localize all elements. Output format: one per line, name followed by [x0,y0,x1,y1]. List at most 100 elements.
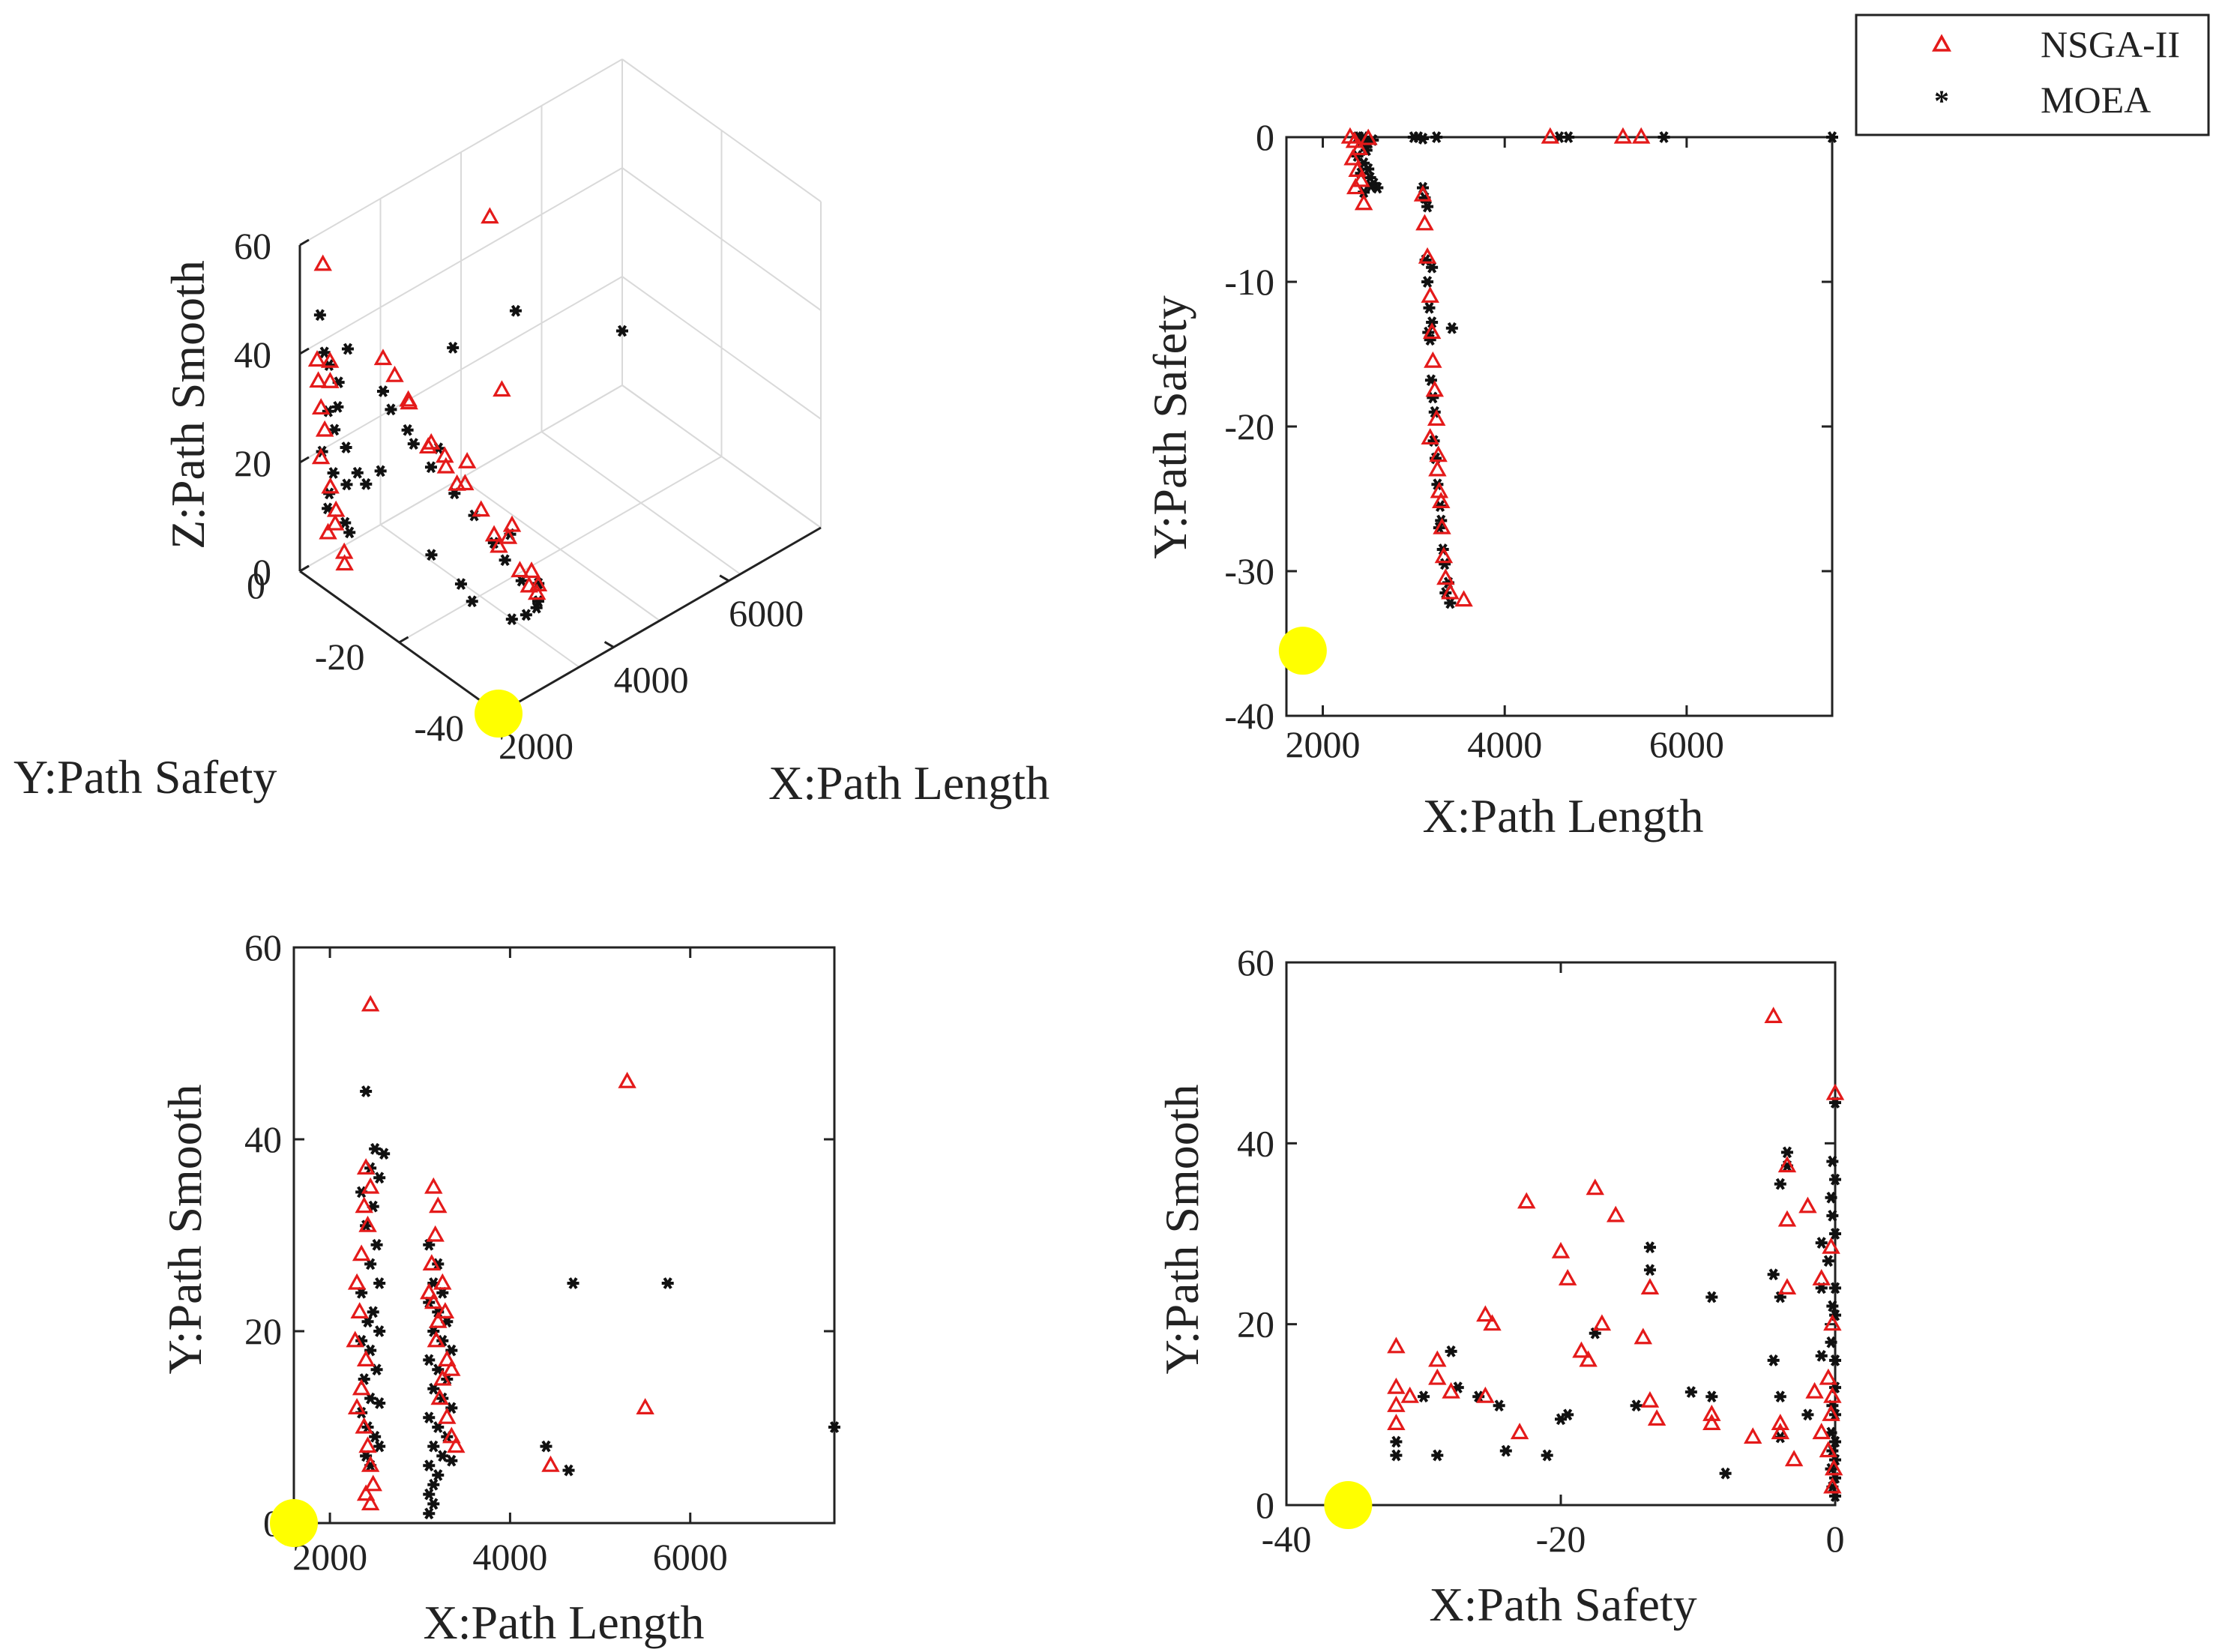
plot-3d-nsga-point [493,380,511,397]
plot-safety-vs-smooth-moea-point [1829,1354,1841,1366]
plot-length-vs-safety-moea-point [1427,391,1439,404]
plot-safety-vs-smooth-nsga-point [1824,1459,1843,1476]
plot-3d-nsga-point [321,477,340,494]
plot-length-vs-safety-moea-point [1439,558,1451,570]
plot-length-vs-safety-nsga-point [1429,445,1448,462]
plot-length-vs-smooth-nsga-point [356,1484,376,1501]
plot-length-vs-smooth-nsga-point [361,1177,380,1194]
plot-safety-vs-smooth-nsga-point [1592,1314,1612,1331]
plot-safety-vs-smooth-nsga-point [1819,1368,1838,1385]
plot-length-vs-safety-moea-point [1430,131,1443,143]
plot-3d-nsga-point [325,513,345,531]
plot-length-vs-smooth-nsga-point [347,1273,367,1290]
plot-safety-vs-smooth-nsga-point [1428,1350,1447,1367]
plot-length-vs-safety-nsga-point [1352,170,1370,187]
plot-length-vs-smooth-nsga-point [436,1302,455,1319]
plot-3d-ylabel: Y:Path Safety [13,750,277,804]
plot-safety-vs-smooth-nsga-point [1400,1386,1419,1403]
plot-length-vs-smooth-nsga-point [355,1196,373,1214]
plot-length-vs-smooth-nsga-point [438,1407,457,1424]
plot-3d-grid-line [299,276,623,463]
plot-safety-vs-smooth-nsga-point [1517,1192,1536,1209]
plot-length-vs-smooth-moea-point [423,1459,436,1472]
plot-length-vs-safety-xtick-label: 6000 [1649,723,1724,765]
plot-3d-ztick-label: 20 [234,442,271,484]
plot-safety-vs-smooth-nsga-point [1387,1336,1406,1354]
plot-3d-moea-point [454,578,467,591]
plot-safety-vs-smooth-moea-point [1390,1449,1403,1462]
plot-length-vs-safety-nsga-point [1413,184,1433,202]
plot-3d-nsga-point [385,365,404,382]
plot-length-vs-smooth-nsga-point [433,1369,452,1386]
legend: NSGA-II * MOEA [1855,13,2210,136]
plot-length-vs-safety-nsga-point [1436,568,1455,585]
plot-length-vs-safety-nsga-point [1434,546,1454,564]
plot-3d-nsga-point [319,522,337,540]
plot-safety-vs-smooth-nsga-point [1702,1405,1721,1421]
plot-length-vs-safety-ytick-label: -20 [1224,406,1274,447]
plot-length-vs-smooth-nsga-point [427,1330,446,1348]
plot-length-vs-smooth-nsga-point [424,1177,443,1194]
plot-safety-vs-smooth-nsga-point [1606,1205,1625,1223]
plot-length-vs-smooth-moea-point [423,1354,436,1366]
plot-3d-moea-point [385,403,397,416]
plot-length-vs-smooth-moea-point [373,1397,386,1409]
plot-3d-nsga-point [511,561,529,578]
plot-safety-vs-smooth-nsga-point [1743,1427,1762,1444]
plot-length-vs-smooth-moea-point [445,1454,458,1467]
plot-3d-ytick-mark [398,636,409,644]
plot-length-vs-safety-moea-point [1421,200,1434,213]
plot-length-vs-smooth-moea-point [373,1325,386,1337]
plot-length-vs-smooth-ylabel: Y:Path Smooth [158,1084,211,1374]
plot-length-vs-smooth-nsga-point [430,1388,449,1405]
plot-3d-moea-point [509,304,522,317]
plot-safety-vs-smooth-nsga-point [1822,1405,1840,1421]
plot-length-vs-smooth-ytick-label: 60 [244,926,282,968]
plot-safety-vs-smooth-moea-point [1825,1191,1837,1204]
plot-length-vs-safety-nsga-point [1345,131,1364,148]
plot-length-vs-safety-nsga-point [1425,380,1445,397]
plot-safety-vs-smooth-highlight-dot [1324,1481,1373,1529]
plot-safety-vs-smooth-moea-point [1774,1178,1786,1190]
plot-length-vs-smooth-moea-point [436,1334,449,1347]
plot-safety-vs-smooth-xtick-label: -40 [1262,1518,1312,1560]
plot-safety-vs-smooth-nsga-point [1510,1423,1529,1440]
plot-length-vs-smooth-nsga-point [541,1455,560,1472]
plot-3d-moea-point [499,554,511,567]
plot-length-vs-smooth-moea-point [432,1469,445,1481]
plot-3d-moea-point [425,549,438,561]
plot-length-vs-smooth-moea-point [427,1478,440,1491]
plot-safety-vs-smooth-nsga-point [1823,1314,1842,1331]
plot-3d-ytick-mark [299,564,310,573]
plot-safety-vs-smooth-nsga-point [1476,1386,1495,1403]
plot-length-vs-smooth-nsga-point [424,1292,443,1309]
plot-3d-moea-point [505,613,518,625]
plot-3d-moea-point [401,423,414,436]
plot-safety-vs-smooth-nsga-point [1558,1269,1577,1285]
plot-length-vs-safety-moea-point [1423,301,1436,314]
plot-safety-vs-smooth-nsga-point [1823,1386,1842,1403]
plot-safety-vs-smooth-moea-point [1774,1390,1786,1403]
plot-3d-xtick-label: 4000 [614,658,689,700]
plot-length-vs-smooth-nsga-point [352,1244,371,1261]
plot-length-vs-smooth-nsga-point [442,1426,461,1444]
plot-safety-vs-smooth-moea-point [1643,1264,1656,1276]
plot-length-vs-safety-xlabel: X:Path Length [1422,789,1703,842]
plot-length-vs-safety-moea-point [1417,133,1429,145]
plot-safety-vs-smooth-nsga-point [1784,1450,1804,1467]
plot-3d-moea-point [424,461,437,474]
plot-length-vs-smooth-nsga-point [355,1417,373,1434]
plot-length-vs-safety-ytick-label: -10 [1224,261,1274,303]
plot-length-vs-safety-nsga-point [1422,322,1442,340]
plot-3d-nsga-point [456,474,475,491]
plot-length-vs-smooth-nsga-point [361,1455,380,1472]
plot-3d-nsga-point [373,349,393,366]
plot-3d-nsga-point [400,393,418,410]
plot-length-vs-safety-nsga-point [1441,582,1460,600]
plot-3d-nsga-point [502,515,522,532]
plot-safety-vs-smooth-nsga-point [1640,1390,1660,1408]
plot-3d-moea-point [374,465,387,477]
plot-safety-vs-smooth-nsga-point [1634,1327,1653,1345]
plot-3d-grid-line [299,385,623,572]
plot-length-vs-smooth-nsga-point [356,1350,376,1367]
